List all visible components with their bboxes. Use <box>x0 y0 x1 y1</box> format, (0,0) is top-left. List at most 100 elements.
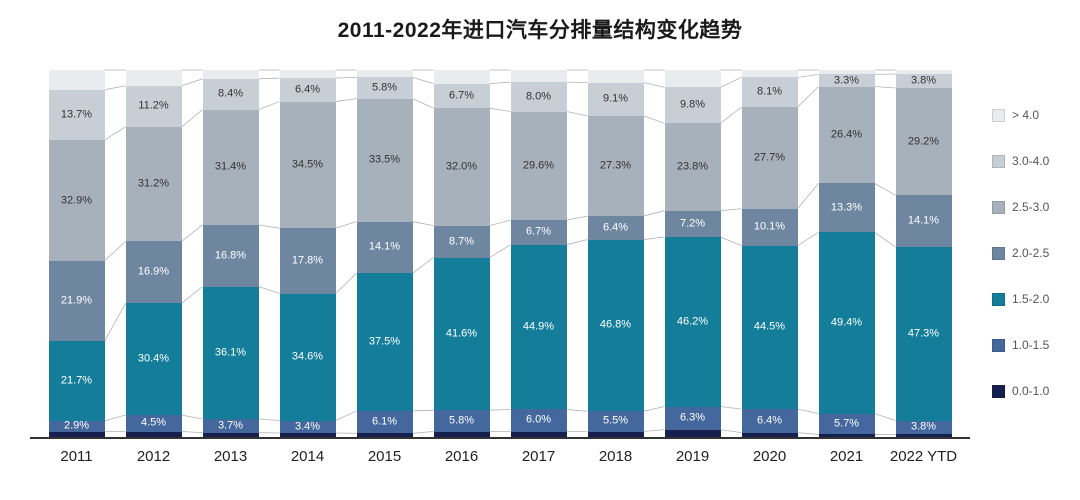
bar-segment-2.5-3.0: 33.5% <box>356 98 413 222</box>
connector-line <box>412 221 434 227</box>
bar-segment-3.0-4.0: 5.8% <box>356 77 413 99</box>
bar-segment-0.0-1.0 <box>664 429 721 437</box>
bar-segment-1.5-2.0: 46.2% <box>664 237 721 407</box>
bar-segment-label: 7.2% <box>679 217 706 230</box>
bar-segment-2.0-2.5: 14.1% <box>895 195 952 247</box>
connector-line <box>720 76 742 88</box>
legend-item-> 4.0: > 4.0 <box>992 108 1049 122</box>
connector-line <box>181 286 203 304</box>
x-axis-label: 2013 <box>213 448 248 465</box>
bar-segment-label: 6.4% <box>602 221 629 234</box>
connector-line <box>258 77 280 80</box>
bar-segment-1.5-2.0: 49.4% <box>818 232 875 414</box>
bar-segment-3.0-4.0: 9.1% <box>587 82 644 116</box>
bar-segment-2.0-2.5: 16.9% <box>125 241 182 304</box>
bar-segment-2.0-2.5: 13.3% <box>818 183 875 233</box>
bar-segment-label: 6.1% <box>371 415 398 428</box>
bar-segment-> 4.0 <box>741 70 798 78</box>
bar-segment-label: 34.5% <box>291 158 324 171</box>
connector-line <box>643 82 665 88</box>
bar-segment-0.0-1.0 <box>587 431 644 437</box>
connector-line <box>720 106 742 124</box>
bar-segment-3.0-4.0: 13.7% <box>48 89 105 141</box>
connector-line <box>489 81 511 84</box>
bar-segment-1.5-2.0: 44.9% <box>510 244 567 410</box>
bar-2017: 6.0% 44.9% 6.7% 29.6% 8.0% <box>510 70 567 437</box>
bar-segment-1.5-2.0: 44.5% <box>741 245 798 410</box>
connector-line <box>643 429 665 432</box>
bar-segment-label: 10.1% <box>753 220 786 233</box>
bar-segment-2.0-2.5: 16.8% <box>202 224 259 287</box>
bar-segment-label: 44.9% <box>522 320 555 333</box>
connector-line <box>104 85 126 91</box>
connector-line <box>104 303 126 342</box>
connector-line <box>181 109 203 128</box>
bar-segment-label: 3.3% <box>833 74 860 86</box>
connector-line <box>412 431 434 434</box>
connector-line <box>874 183 896 196</box>
bar-segment-1.5-2.0: 30.4% <box>125 303 182 415</box>
bar-segment-0.0-1.0 <box>202 432 259 437</box>
connector-line <box>335 76 357 79</box>
legend-swatch-icon <box>992 108 1005 122</box>
bar-segment-1.0-1.5: 6.3% <box>664 406 721 430</box>
bar-segment-> 4.0 <box>587 70 644 83</box>
bar-segment-label: 6.7% <box>448 89 475 102</box>
bar-2020: 6.4% 44.5% 10.1% 27.7% 8.1% <box>741 70 798 437</box>
bar-segment-2.5-3.0: 34.5% <box>279 101 336 229</box>
connector-line <box>643 236 665 240</box>
connector-line <box>566 215 588 221</box>
connector-line <box>720 406 742 410</box>
x-axis-label: 2012 <box>136 448 171 465</box>
connector-line <box>335 98 357 102</box>
bar-segment-2.5-3.0: 32.0% <box>433 108 490 226</box>
bar-segment-label: 16.8% <box>214 249 247 262</box>
connector-line <box>874 413 896 421</box>
bar-segment-label: 2.9% <box>63 419 90 432</box>
x-axis-label: 2016 <box>444 448 479 465</box>
chart-title: 2011-2022年进口汽车分排量结构变化趋势 <box>337 19 743 42</box>
bar-segment-1.5-2.0: 41.6% <box>433 257 490 411</box>
connector-line <box>797 432 819 435</box>
legend-label: 2.5-3.0 <box>1012 200 1050 214</box>
bar-segment-label: 49.4% <box>830 316 863 329</box>
legend-label: 0.0-1.0 <box>1012 384 1050 398</box>
bar-segment-label: 5.8% <box>448 414 475 427</box>
x-axis-label: 2022 YTD <box>889 448 958 465</box>
bar-segment-1.0-1.5: 5.7% <box>818 413 875 435</box>
bar-segment-label: 44.5% <box>753 320 786 333</box>
legend-label: > 4.0 <box>1012 108 1040 122</box>
bar-segment-label: 31.4% <box>214 160 247 173</box>
bar-segment-> 4.0 <box>433 70 490 84</box>
connector-line <box>412 257 434 274</box>
bar-segment-2.5-3.0: 32.9% <box>48 140 105 261</box>
legend-swatch-icon <box>992 292 1005 306</box>
bar-segment-label: 16.9% <box>137 265 170 278</box>
bar-segment-1.0-1.5: 3.7% <box>202 419 259 433</box>
bar-segment-0.0-1.0 <box>895 434 952 437</box>
bar-segment-label: 32.9% <box>60 194 93 206</box>
bar-segment-label: 9.8% <box>679 98 706 111</box>
x-axis-label: 2015 <box>367 448 402 465</box>
legend-label: 1.0-1.5 <box>1012 338 1050 352</box>
connector-line <box>104 241 126 262</box>
bar-segment-label: 36.1% <box>214 346 247 359</box>
bar-segment-3.0-4.0: 3.8% <box>895 74 952 89</box>
bar-segment-1.5-2.0: 37.5% <box>356 273 413 411</box>
legend-label: 3.0-4.0 <box>1012 154 1050 168</box>
bar-segment-1.5-2.0: 34.6% <box>279 293 336 421</box>
bar-segment-label: 11.2% <box>138 99 169 112</box>
x-axis-label: 2020 <box>752 448 787 465</box>
bar-segment-label: 3.4% <box>294 420 321 433</box>
connector-line <box>335 221 357 229</box>
bar-segment-label: 30.4% <box>137 352 170 365</box>
bar-segment-> 4.0 <box>510 70 567 83</box>
bar-segment-> 4.0 <box>356 70 413 78</box>
x-axis-label: 2019 <box>675 448 710 465</box>
bar-segment-1.0-1.5: 4.5% <box>125 415 182 432</box>
bar-segment-1.0-1.5: 3.4% <box>279 420 336 433</box>
bar-segment-> 4.0 <box>895 70 952 75</box>
bar-segment-1.0-1.5: 3.8% <box>895 420 952 435</box>
legend-item-3.0-4.0: 3.0-4.0 <box>992 154 1049 168</box>
